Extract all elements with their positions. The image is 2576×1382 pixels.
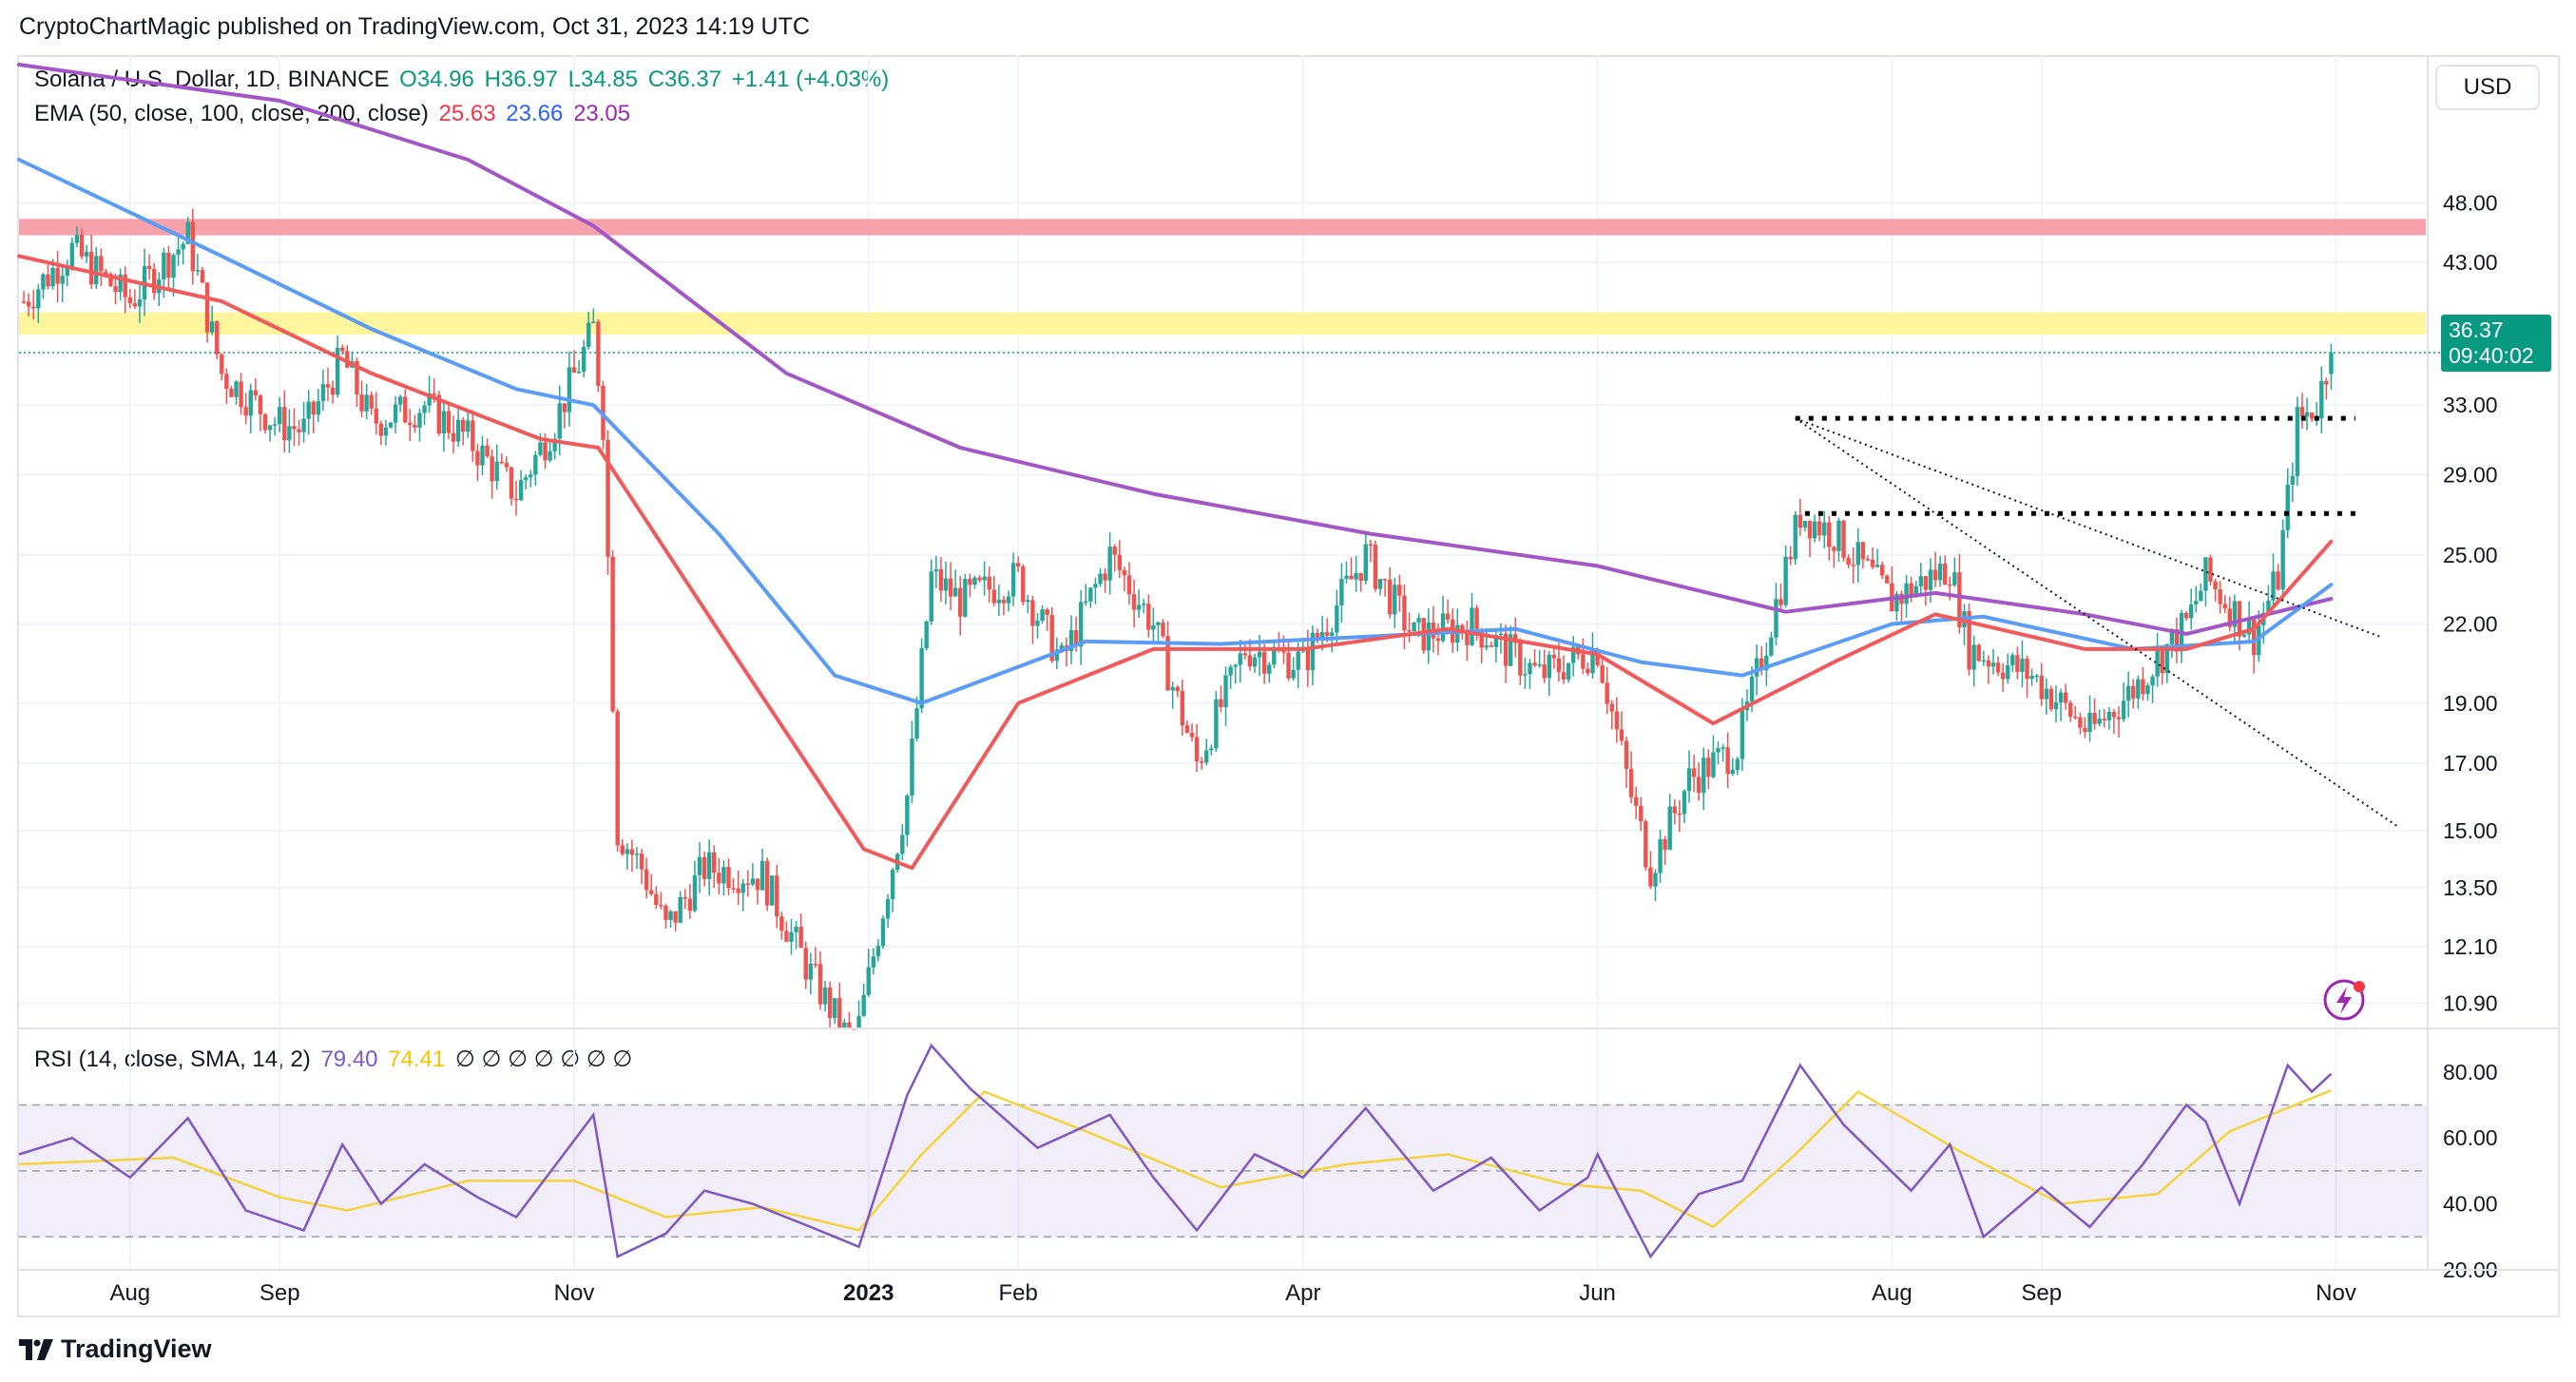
publisher-line: CryptoChartMagic published on TradingVie… xyxy=(19,13,810,40)
chart-frame xyxy=(17,55,2560,1317)
footer-brand: TradingView xyxy=(61,1334,212,1363)
ema100-value: 23.66 xyxy=(506,101,564,126)
tradingview-logo[interactable]: TradingView xyxy=(19,1334,212,1364)
price-change: +1.41 (+4.03%) xyxy=(731,67,890,92)
symbol-legend: Solana / U.S. Dollar, 1D, BINANCE O34.96… xyxy=(34,67,893,93)
ema200-value: 23.05 xyxy=(573,101,631,126)
rsi-sma-value: 74.41 xyxy=(388,1046,446,1072)
ohlc-open: O34.96 xyxy=(399,67,474,92)
rsi-legend: RSI (14, close, SMA, 14, 2) 79.40 74.41 … xyxy=(34,1046,636,1073)
ohlc-low: L34.85 xyxy=(567,67,639,92)
rsi-extra: ∅ ∅ ∅ ∅ ∅ ∅ ∅ xyxy=(454,1046,633,1072)
rsi-value: 79.40 xyxy=(320,1046,378,1072)
symbol-title: Solana / U.S. Dollar, 1D, BINANCE xyxy=(34,67,390,92)
currency-button[interactable]: USD xyxy=(2435,65,2540,110)
ohlc-close: C36.37 xyxy=(647,67,722,92)
ema-legend: EMA (50, close, 100, close, 200, close) … xyxy=(34,101,634,127)
ema-label: EMA (50, close, 100, close, 200, close) xyxy=(34,101,429,126)
tradingview-icon xyxy=(19,1338,53,1360)
rsi-label: RSI (14, close, SMA, 14, 2) xyxy=(34,1046,311,1072)
ohlc-high: H36.97 xyxy=(484,67,558,92)
ema50-value: 25.63 xyxy=(438,101,496,126)
